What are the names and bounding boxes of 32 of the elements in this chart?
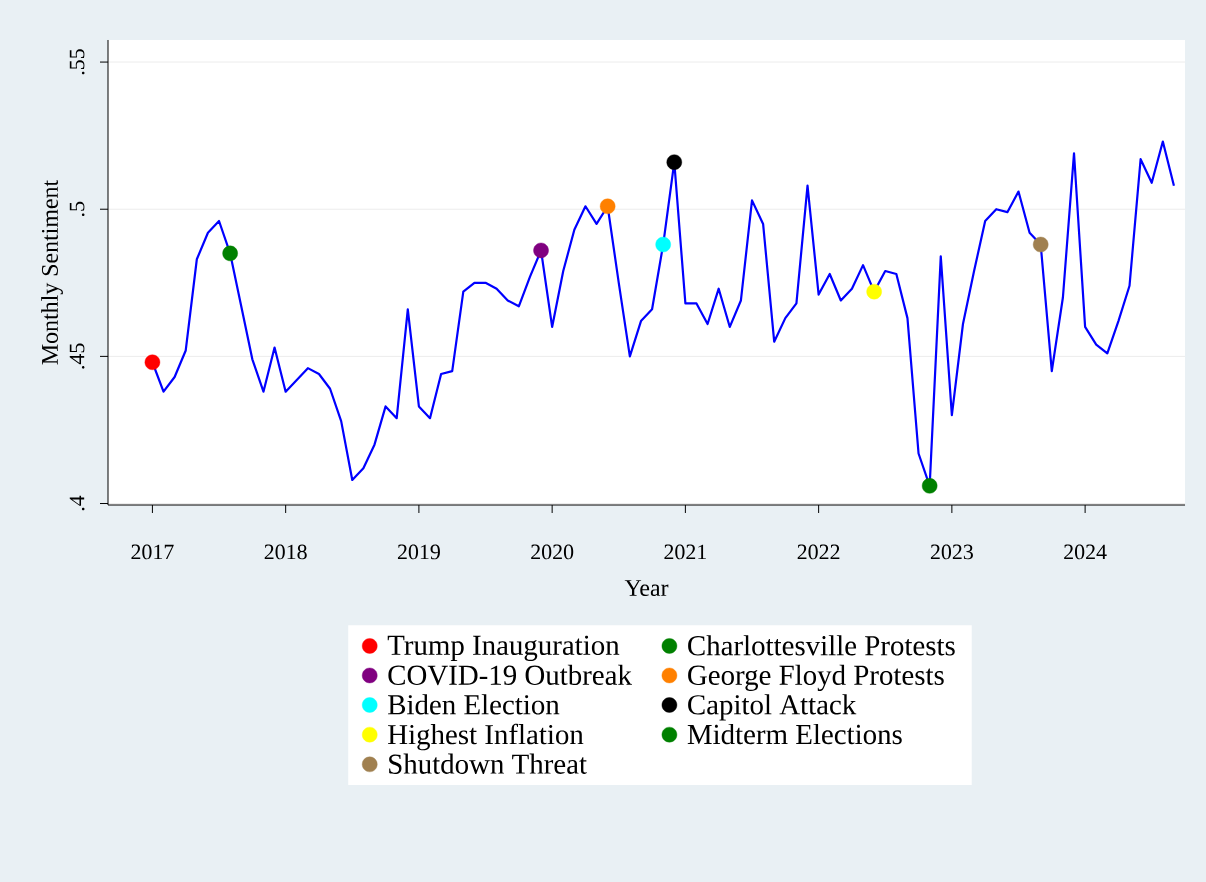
legend-label: George Floyd Protests	[688, 664, 944, 691]
x-tick-label: 2022	[797, 544, 840, 560]
y-tick-label: .55	[69, 49, 85, 75]
y-tick-label: .45	[69, 343, 85, 369]
x-tick-label: 2020	[531, 544, 574, 560]
point	[533, 242, 549, 259]
x-tick-label: 2017	[131, 544, 174, 560]
x-tick-label: 2024	[1064, 544, 1107, 560]
legend-label: Biden Election	[388, 694, 560, 715]
point	[866, 283, 882, 300]
x-tick-label: 2023	[930, 544, 973, 560]
legend-label: Trump Inauguration	[387, 635, 620, 661]
point	[144, 354, 161, 370]
y-axis-title: Monthly Sentiment	[41, 179, 63, 365]
point	[599, 198, 616, 214]
point	[1033, 236, 1049, 253]
x-tick-label: 2019	[397, 544, 440, 560]
point	[921, 478, 938, 494]
legend-label: COVID-19 Outbreak	[388, 664, 632, 686]
point	[222, 245, 238, 262]
y-tick-label: .5	[69, 201, 85, 216]
legend-label: Midterm Elections	[687, 723, 902, 745]
x-tick-label: 2021	[664, 544, 706, 560]
legend-label: Highest Inflation	[388, 723, 584, 751]
x-tick-label: 2018	[264, 544, 307, 560]
point	[666, 154, 682, 170]
x-axis-title: Year	[624, 580, 669, 597]
legend-label: Charlottesville Protests	[688, 635, 955, 656]
legend-label: Capitol Attack	[688, 694, 857, 721]
point	[655, 236, 671, 253]
legend-label: Shutdown Threat	[389, 753, 587, 774]
y-tick-label: .4	[69, 495, 85, 511]
